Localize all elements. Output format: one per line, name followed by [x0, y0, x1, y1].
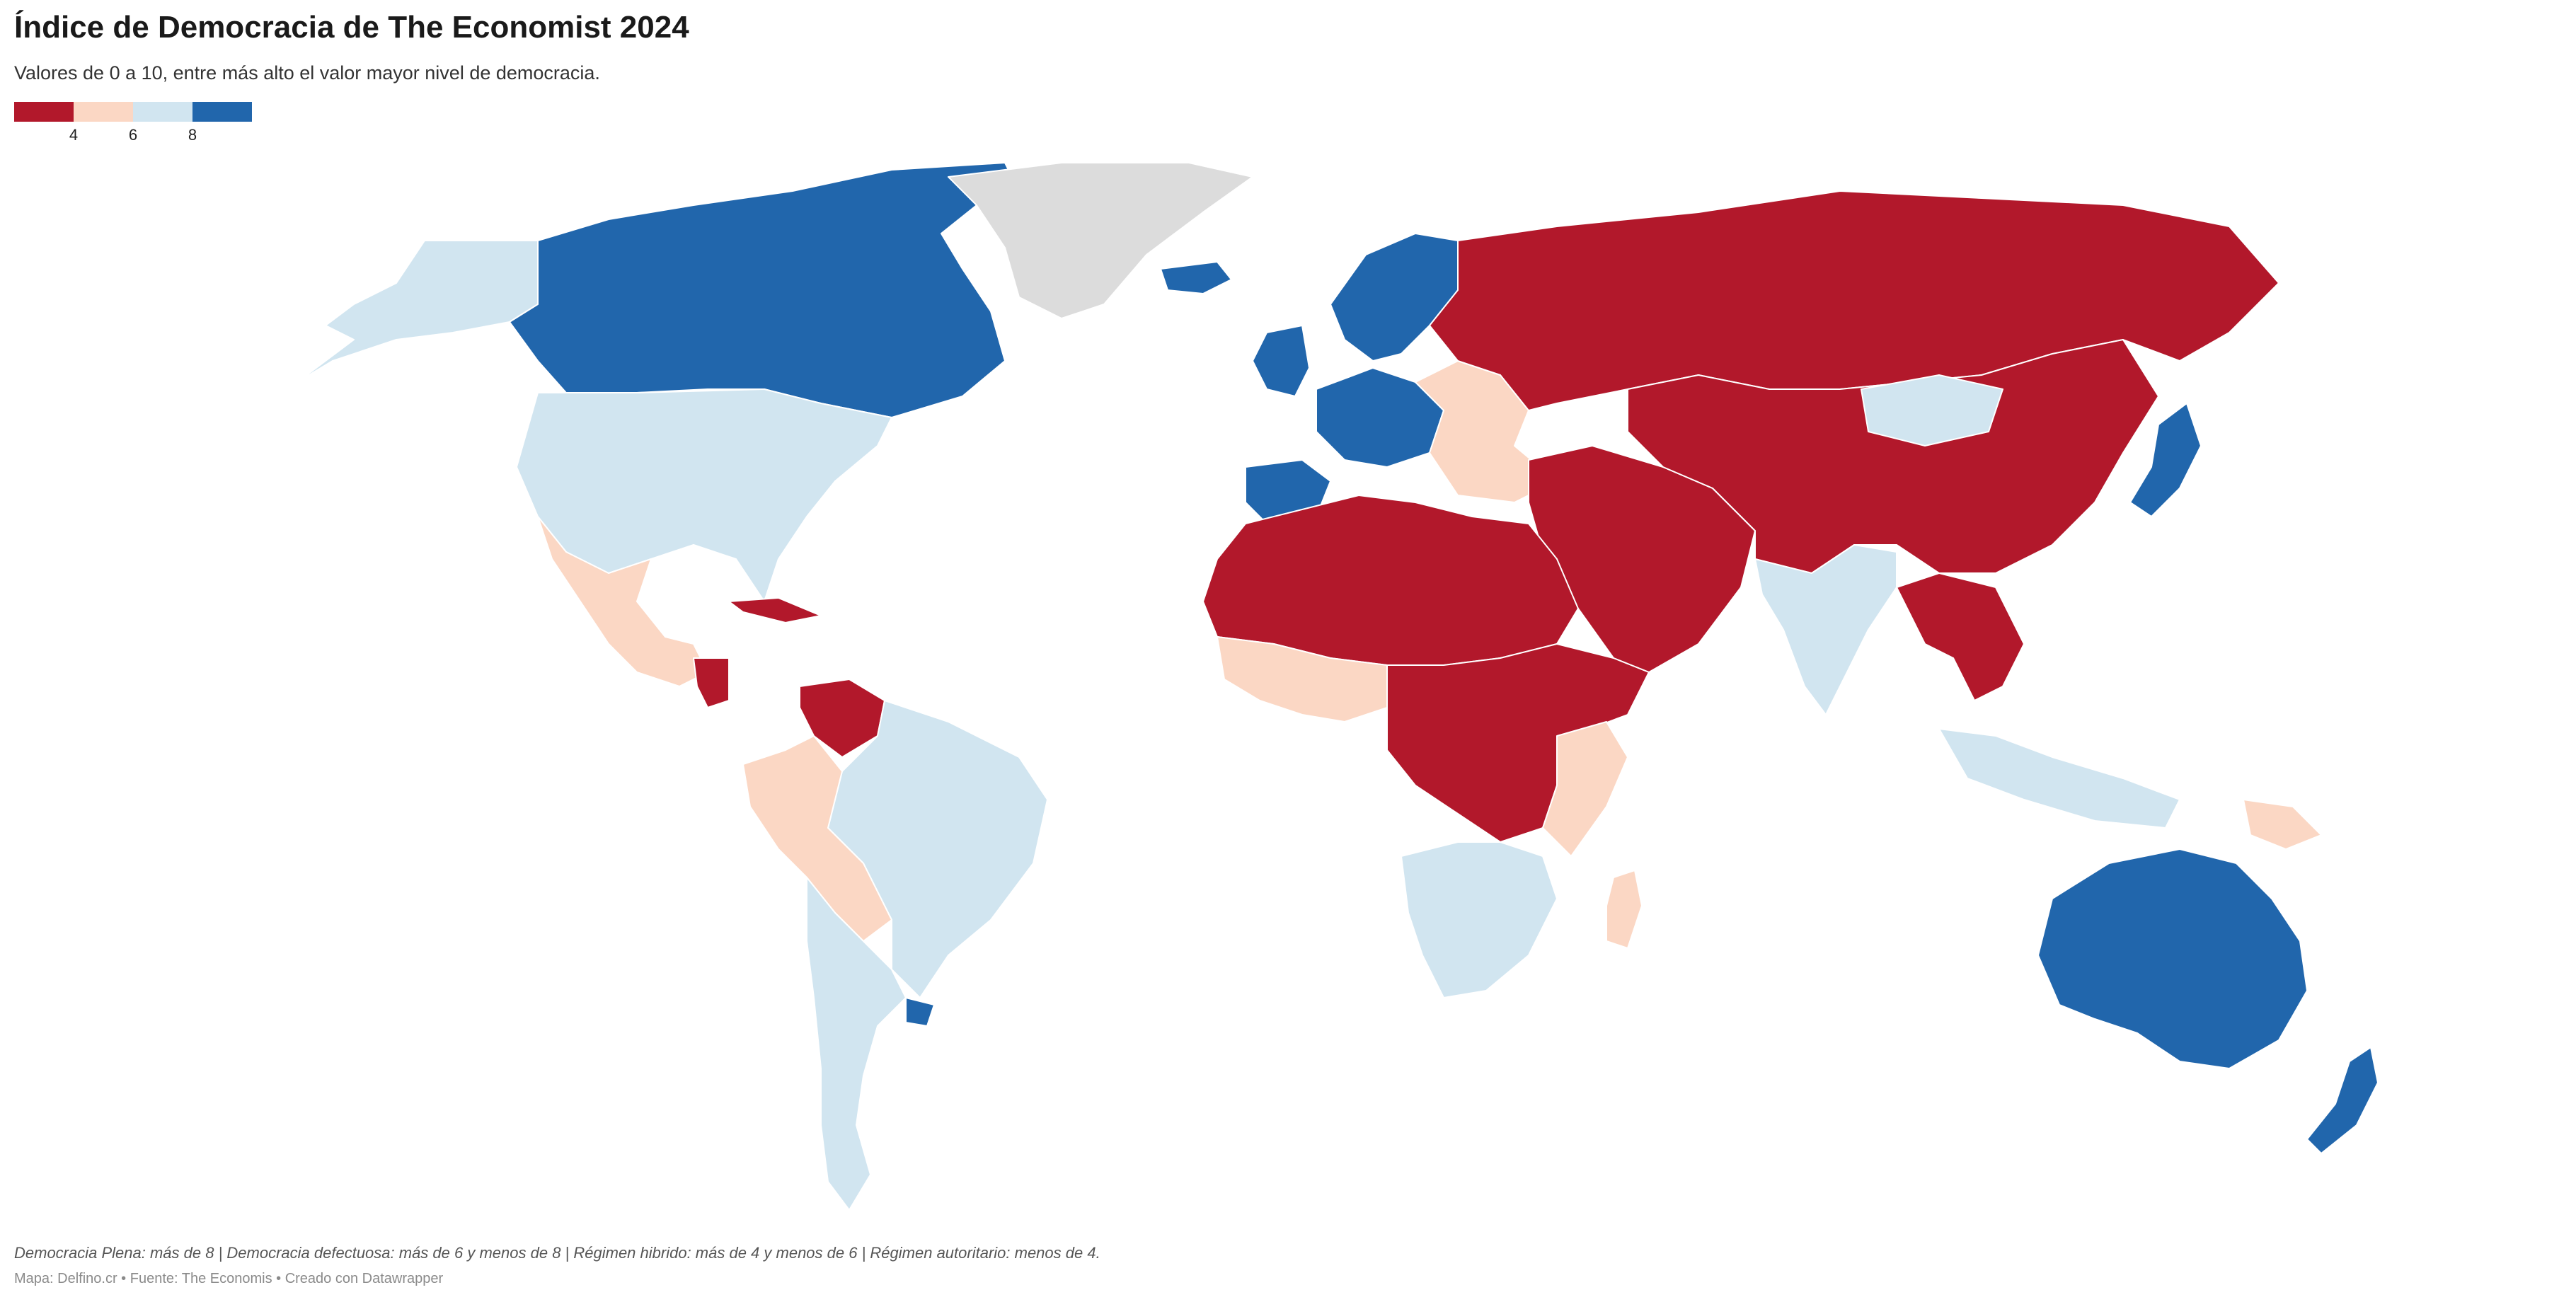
region-nicaragua[interactable]	[693, 657, 730, 708]
region-canada[interactable]	[509, 162, 1020, 418]
legend-threshold-4: 4	[69, 126, 79, 144]
legend-swatch-authoritarian	[14, 102, 74, 122]
world-map	[0, 149, 2576, 1231]
region-scandinavia[interactable]	[1330, 233, 1459, 362]
region-southern-cone[interactable]	[806, 877, 907, 1211]
region-west-africa[interactable]	[1217, 636, 1388, 722]
region-greenland[interactable]	[948, 162, 1253, 319]
region-uruguay[interactable]	[905, 997, 935, 1027]
page-subtitle: Valores de 0 a 10, entre más alto el val…	[14, 62, 600, 83]
region-japan[interactable]	[2129, 403, 2202, 517]
region-india[interactable]	[1754, 544, 1897, 715]
color-legend: 4 6 8	[14, 102, 255, 144]
region-australia[interactable]	[2037, 848, 2308, 1069]
region-peru-bolivia[interactable]	[742, 735, 892, 942]
region-north-africa[interactable]	[1202, 495, 1579, 666]
page-title: Índice de Democracia de The Economist 20…	[14, 10, 689, 45]
region-indochina[interactable]	[1896, 572, 2025, 701]
region-papua-new-guinea[interactable]	[2243, 799, 2322, 850]
source-credit: Mapa: Delfino.cr • Fuente: The Economis …	[14, 1271, 444, 1286]
region-new-zealand[interactable]	[2306, 1047, 2379, 1154]
region-southern-africa[interactable]	[1401, 841, 1558, 998]
region-madagascar[interactable]	[1606, 870, 1643, 949]
world-map-svg	[297, 162, 2379, 1211]
region-iceland[interactable]	[1160, 261, 1232, 294]
legend-swatch-flawed	[133, 102, 192, 122]
region-russia[interactable]	[1429, 190, 2279, 411]
region-mongolia[interactable]	[1861, 374, 2003, 447]
region-east-africa[interactable]	[1542, 721, 1628, 857]
legend-threshold-8: 8	[188, 126, 197, 144]
region-southeast-asia[interactable]	[1938, 728, 2180, 829]
region-venezuela[interactable]	[799, 679, 885, 758]
legend-swatch-hybrid	[74, 102, 133, 122]
region-uk-ireland[interactable]	[1252, 325, 1310, 397]
classification-notes: Democracia Plena: más de 8 | Democracia …	[14, 1244, 1100, 1262]
legend-threshold-6: 6	[128, 126, 138, 144]
region-cuba[interactable]	[728, 597, 822, 623]
region-alaska[interactable]	[297, 240, 539, 383]
legend-swatch-full	[192, 102, 252, 122]
